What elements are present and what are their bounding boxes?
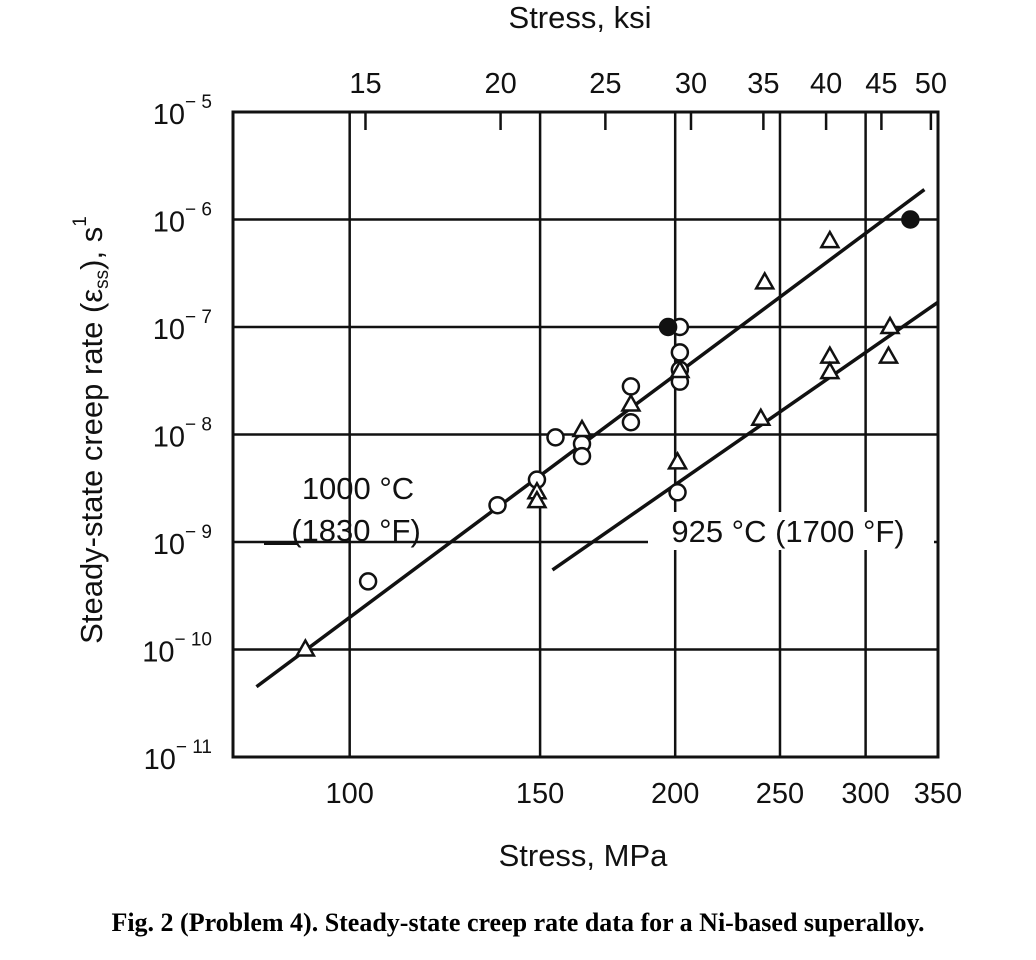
data-points bbox=[294, 210, 920, 657]
triangle-point bbox=[754, 270, 776, 290]
y-tick-label: 10− 8 bbox=[153, 415, 212, 454]
fit-line-0 bbox=[255, 188, 926, 689]
plot-frame bbox=[231, 110, 940, 759]
top-axis-title: Stress, ksi bbox=[509, 0, 652, 35]
triangle-point bbox=[819, 345, 841, 364]
y-axis-symbol: ε bbox=[74, 289, 109, 303]
fit-lines bbox=[255, 188, 939, 689]
triangle-point bbox=[819, 229, 841, 249]
fit-line-1 bbox=[551, 300, 939, 572]
y-axis-title-text: Steady-state creep rate bbox=[74, 322, 109, 644]
open-circle-point bbox=[546, 428, 565, 447]
series-label-925-backdrop bbox=[648, 512, 934, 550]
filled-circle-point bbox=[901, 210, 920, 229]
open-circle-point bbox=[621, 377, 641, 396]
y-tick-label: 10− 7 bbox=[153, 307, 212, 346]
y-axis-unit-exponent: 1 bbox=[70, 216, 91, 227]
x-tick-label-ksi: 40 bbox=[810, 68, 842, 100]
series-label-925: 925 °C (1700 °F) bbox=[671, 514, 904, 549]
x-tick-label-ksi: 25 bbox=[589, 68, 621, 100]
open-circle-point bbox=[488, 495, 507, 515]
open-circle-point bbox=[668, 483, 687, 502]
y-axis-title: Steady-state creep rate (εss), s1 bbox=[70, 216, 113, 644]
open-circle-point bbox=[670, 343, 690, 362]
x-tick-label-ksi: 30 bbox=[675, 68, 707, 100]
y-axis-title-group: Steady-state creep rate (εss), s1 bbox=[70, 216, 113, 644]
y-tick-label: 10− 5 bbox=[153, 92, 212, 131]
filled-circle-point bbox=[658, 317, 678, 337]
x-tick-label-ksi: 20 bbox=[484, 68, 516, 100]
x-tick-label-mpa: 250 bbox=[756, 778, 804, 810]
open-circle-point bbox=[358, 572, 378, 591]
grid-lines bbox=[233, 112, 938, 757]
series-label-1000: 1000 °C (1830 °F) bbox=[291, 471, 421, 548]
x-tick-label-ksi: 15 bbox=[349, 68, 381, 100]
bottom-axis-title: Stress, MPa bbox=[499, 838, 669, 873]
series-label-1000-line2: (1830 °F) bbox=[291, 513, 421, 548]
x-tick-label-mpa: 200 bbox=[651, 778, 699, 810]
x-tick-label-ksi: 45 bbox=[865, 68, 897, 100]
figure-caption: Fig. 2 (Problem 4). Steady-state creep r… bbox=[111, 908, 925, 937]
triangle-point bbox=[750, 407, 772, 427]
x-tick-label-mpa: 150 bbox=[516, 778, 564, 810]
y-axis-unit: ), s bbox=[74, 227, 109, 270]
y-tick-label: 10− 9 bbox=[153, 522, 212, 561]
open-circle-point bbox=[572, 446, 592, 466]
triangle-point bbox=[294, 637, 317, 657]
triangle-point bbox=[877, 345, 900, 364]
y-tick-label: 10− 6 bbox=[153, 200, 212, 239]
triangle-point bbox=[669, 359, 691, 379]
y-tick-label: 10− 11 bbox=[144, 737, 212, 776]
triangle-point bbox=[819, 360, 841, 380]
open-circle-point bbox=[621, 413, 641, 432]
y-axis-symbol-subscript: ss bbox=[92, 270, 113, 289]
series-label-1000-line1: 1000 °C bbox=[302, 471, 414, 506]
triangle-point bbox=[666, 450, 689, 470]
triangle-point bbox=[571, 418, 593, 438]
x-tick-label-mpa: 300 bbox=[841, 778, 889, 810]
creep-rate-chart: 10− 5 10− 6 10− 7 10− 8 10− 9 10− 10 10− 11 100… bbox=[70, 0, 962, 873]
axis-ticks: 10− 5 10− 6 10− 7 10− 8 10− 9 10− 10 10− 11 100… bbox=[142, 68, 962, 810]
x-tick-label-mpa: 100 bbox=[325, 778, 373, 810]
triangle-point bbox=[526, 489, 548, 509]
y-tick-label: 10− 10 bbox=[142, 630, 212, 669]
x-tick-label-ksi: 50 bbox=[915, 68, 947, 100]
x-tick-label-mpa: 350 bbox=[914, 778, 962, 810]
triangle-point bbox=[879, 315, 901, 335]
triangle-point bbox=[620, 392, 642, 412]
x-tick-label-ksi: 35 bbox=[747, 68, 779, 100]
